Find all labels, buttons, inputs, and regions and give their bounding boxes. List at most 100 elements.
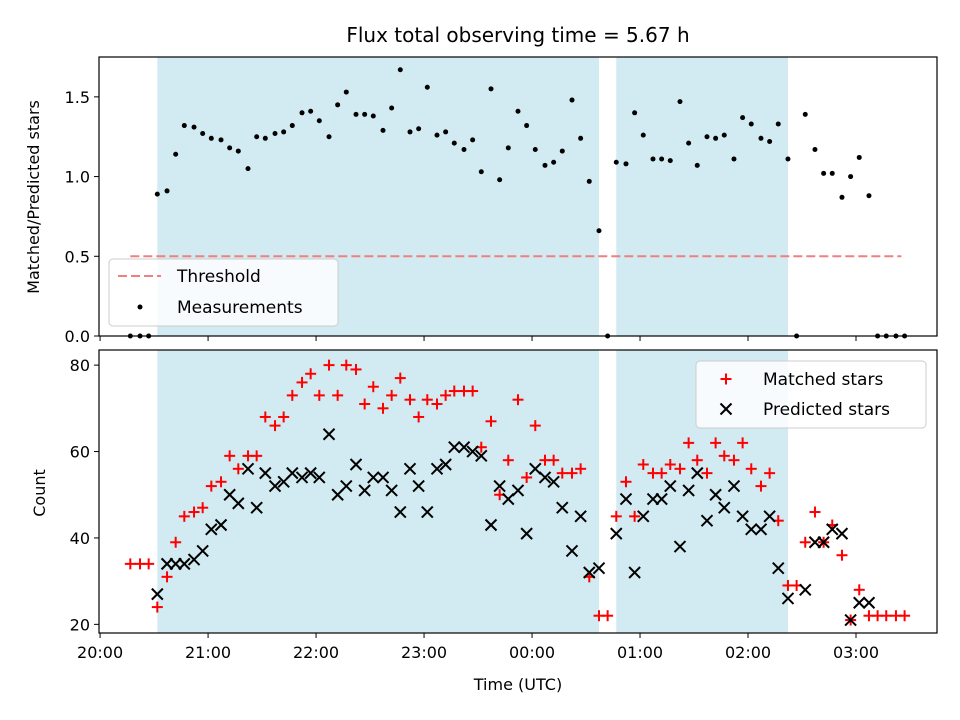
x-tick-label: 21:00 bbox=[185, 643, 231, 662]
measurement-point bbox=[335, 102, 341, 108]
cross-stroke-b bbox=[673, 540, 687, 553]
x-tick-label: 01:00 bbox=[617, 643, 663, 662]
top-y-ticks: 0.0 0.5 1.0 1.5 bbox=[65, 88, 99, 346]
matched-star-point bbox=[313, 389, 325, 401]
cross-stroke-b bbox=[655, 492, 668, 506]
predicted-star-point bbox=[340, 479, 353, 493]
cross-stroke-b bbox=[466, 445, 479, 458]
predicted-star-point bbox=[673, 540, 687, 553]
cross-stroke-b bbox=[484, 518, 498, 532]
predicted-star-point bbox=[745, 523, 758, 536]
measurement-point bbox=[740, 115, 746, 121]
matched-star-points bbox=[124, 359, 911, 626]
matched-star-point bbox=[799, 536, 811, 548]
predicted-star-points bbox=[151, 428, 876, 627]
cross-stroke-b bbox=[583, 566, 596, 579]
cross-stroke-b bbox=[565, 544, 579, 558]
matched-star-point bbox=[421, 394, 433, 406]
measurement-point bbox=[505, 145, 511, 151]
matched-star-point bbox=[728, 454, 740, 466]
x-axis-label: Time (UTC) bbox=[473, 675, 562, 694]
cross-stroke-b bbox=[520, 527, 533, 540]
predicted-star-point bbox=[655, 492, 668, 506]
measurement-point bbox=[289, 123, 295, 129]
matched-star-point bbox=[602, 610, 614, 622]
matched-star-point bbox=[413, 411, 425, 423]
matched-star-point bbox=[610, 510, 622, 522]
cross-stroke-b bbox=[232, 497, 245, 510]
predicted-star-point bbox=[862, 596, 876, 609]
cross-stroke-b bbox=[592, 561, 606, 575]
matched-star-point bbox=[143, 558, 155, 570]
x-tick-label: 22:00 bbox=[293, 643, 339, 662]
cross-stroke-b bbox=[286, 466, 299, 480]
measurement-point bbox=[416, 126, 422, 132]
measurement-point bbox=[532, 146, 538, 152]
matched-star-point bbox=[170, 536, 182, 548]
legend-measurements-label: Measurements bbox=[177, 298, 303, 318]
cross-stroke-b bbox=[511, 484, 525, 497]
measurement-point bbox=[650, 156, 656, 162]
matched-star-point bbox=[664, 458, 676, 470]
matched-star-point bbox=[197, 502, 209, 514]
measurement-point bbox=[326, 134, 332, 140]
bottom-y-tick-label: 40 bbox=[70, 529, 90, 548]
cross-stroke-b bbox=[772, 561, 785, 575]
predicted-star-point bbox=[853, 596, 866, 609]
matched-star-point bbox=[637, 458, 649, 470]
matched-star-point bbox=[340, 359, 352, 371]
predicted-star-point bbox=[619, 492, 633, 506]
predicted-star-point bbox=[529, 462, 542, 476]
cross-stroke-b bbox=[214, 518, 228, 532]
matched-star-point bbox=[296, 376, 308, 388]
measurement-point bbox=[578, 135, 584, 141]
measurement-point bbox=[181, 123, 187, 129]
predicted-star-point bbox=[385, 484, 398, 497]
cross-stroke-b bbox=[304, 466, 317, 480]
predicted-star-point bbox=[574, 510, 587, 523]
predicted-star-point bbox=[259, 466, 272, 480]
measurement-point bbox=[569, 97, 575, 103]
matched-star-point bbox=[629, 510, 641, 522]
matched-star-point bbox=[151, 601, 163, 613]
measurement-point bbox=[308, 108, 314, 114]
measurement-point bbox=[856, 154, 862, 160]
matched-star-point bbox=[448, 385, 460, 397]
cross-stroke-b bbox=[619, 492, 633, 506]
matched-star-point bbox=[620, 476, 632, 488]
cross-stroke-b bbox=[385, 484, 398, 497]
top-axes-frame bbox=[98, 56, 938, 337]
measurement-point bbox=[299, 110, 305, 116]
predicted-star-point bbox=[421, 505, 434, 519]
legend-matched-marker bbox=[720, 373, 732, 385]
measurement-point bbox=[434, 132, 440, 138]
cross-stroke-b bbox=[457, 441, 471, 454]
measurement-point bbox=[470, 137, 476, 143]
cross-stroke-b bbox=[178, 557, 191, 571]
cross-stroke-b bbox=[745, 523, 758, 536]
matched-star-point bbox=[359, 398, 371, 410]
predicted-star-point bbox=[817, 536, 830, 549]
matched-star-point bbox=[755, 480, 767, 492]
predicted-star-point bbox=[520, 527, 533, 540]
cross-stroke-b bbox=[754, 523, 768, 536]
cross-stroke-b bbox=[430, 462, 444, 476]
legend-x-glyph bbox=[719, 402, 733, 416]
predicted-star-point bbox=[475, 449, 488, 463]
measurement-point bbox=[623, 161, 629, 167]
cross-stroke-b bbox=[358, 484, 371, 497]
predicted-star-point bbox=[439, 458, 452, 471]
matched-star-point bbox=[485, 415, 497, 427]
predicted-star-point bbox=[727, 479, 741, 493]
measurement-point bbox=[380, 127, 386, 133]
predicted-star-point bbox=[376, 471, 390, 484]
observing-window-1 bbox=[157, 350, 599, 633]
cross-stroke-b bbox=[862, 596, 876, 609]
matched-star-point bbox=[350, 363, 362, 375]
cross-stroke-b bbox=[691, 466, 704, 480]
matched-star-point bbox=[215, 476, 227, 488]
cross-stroke-b bbox=[268, 479, 282, 493]
top-y-axis-label: Matched/Predicted stars bbox=[24, 100, 43, 294]
matched-star-point bbox=[467, 385, 479, 397]
